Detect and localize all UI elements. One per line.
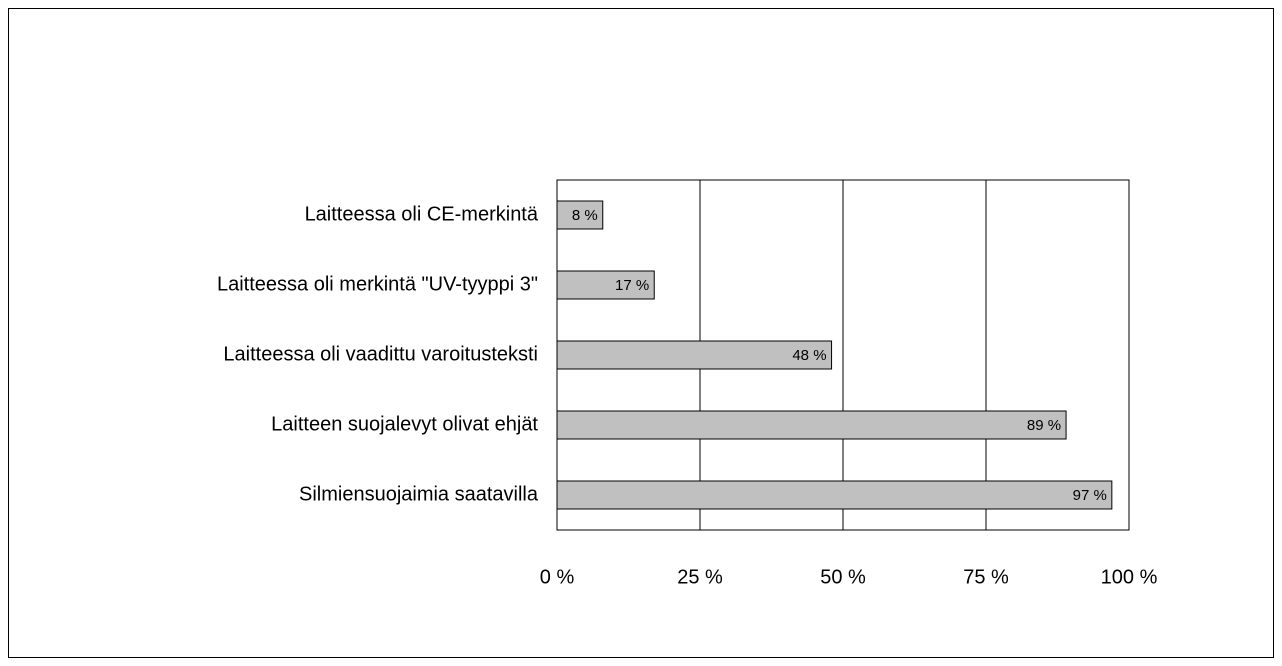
bar	[556, 340, 833, 370]
value-label: 89 %	[1027, 417, 1061, 434]
bar	[556, 270, 655, 300]
value-label: 8 %	[572, 207, 598, 224]
bar	[556, 480, 1113, 510]
x-tick-label: 50 %	[820, 566, 866, 588]
x-tick-label: 0 %	[540, 566, 575, 588]
y-tick-label: Laitteen suojalevyt olivat ehjät	[271, 413, 538, 435]
value-label: 97 %	[1073, 487, 1107, 504]
x-tick-label: 100 %	[1101, 566, 1158, 588]
bar	[556, 200, 604, 230]
y-tick-label: Laitteessa oli vaadittu varoitusteksti	[223, 343, 538, 365]
x-tick-label: 75 %	[963, 566, 1009, 588]
y-tick-label: Silmiensuojaimia saatavilla	[299, 483, 539, 505]
y-tick-label: Laitteessa oli CE-merkintä	[305, 203, 539, 225]
x-tick-label: 25 %	[677, 566, 723, 588]
bar	[556, 410, 1067, 440]
value-label: 17 %	[615, 277, 649, 294]
y-tick-label: Laitteessa oli merkintä "UV-tyyppi 3"	[217, 273, 538, 295]
value-label: 48 %	[792, 347, 826, 364]
